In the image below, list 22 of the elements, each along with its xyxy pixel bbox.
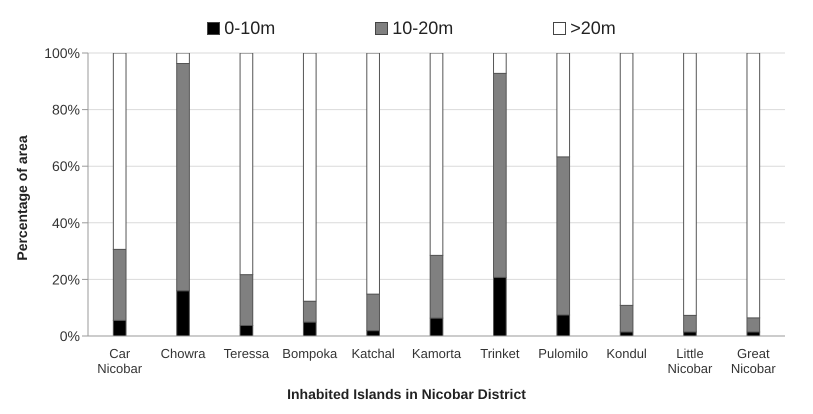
x-axis-title: Inhabited Islands in Nicobar District	[286, 386, 527, 402]
x-tick-label: Kamorta	[412, 346, 462, 361]
y-tick-label: 80%	[52, 102, 80, 118]
y-tick-label: 0%	[60, 328, 80, 344]
y-tick-label: 100%	[44, 44, 80, 61]
x-tick-label: Pulomilo	[538, 346, 588, 361]
legend-label: 10-20m	[391, 18, 454, 39]
x-tick-label: Car Nicobar	[97, 346, 143, 376]
x-tick-label: Great Nicobar	[730, 346, 776, 376]
x-tick-label: Trinket	[480, 346, 520, 361]
legend-label: 0-10m	[223, 18, 276, 39]
x-tick-label: Bompoka	[282, 346, 338, 361]
x-tick-label: Chowra	[160, 346, 206, 361]
y-tick-label: 20%	[52, 271, 80, 288]
y-tick-label: 60%	[52, 158, 80, 174]
x-tick-label: Teressa	[224, 346, 270, 361]
series-label: >20m	[569, 18, 616, 39]
y-axis-title: Percentage of area	[14, 135, 30, 261]
x-tick-label: Little Nicobar	[668, 346, 714, 376]
y-tick-label: 40%	[52, 214, 80, 231]
x-tick-label: Katchal	[351, 346, 395, 361]
x-tick-label: Kondul	[606, 346, 647, 361]
